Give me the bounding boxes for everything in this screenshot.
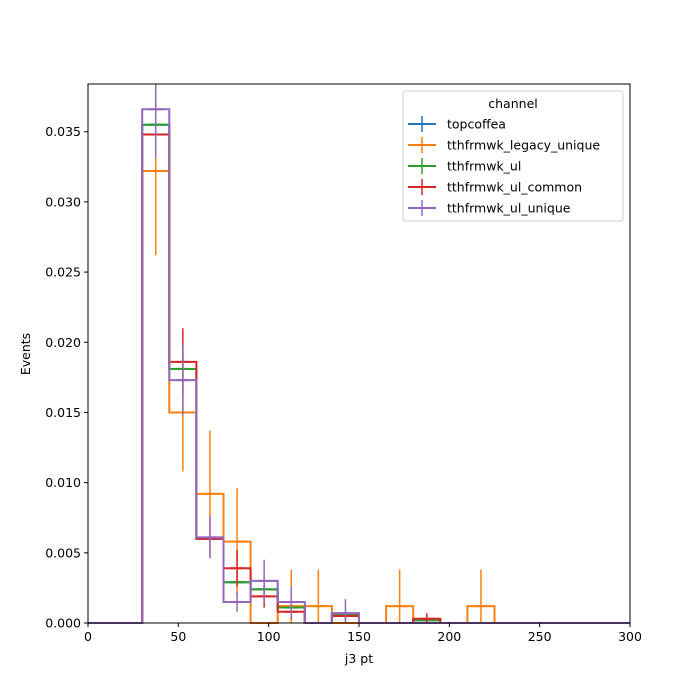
legend-label: topcoffea xyxy=(447,117,506,132)
y-axis-label: Events xyxy=(18,333,33,375)
plot-frame xyxy=(87,83,631,624)
x-axis-label: j3 pt xyxy=(344,651,373,666)
legend-label: tthfrmwk_ul xyxy=(447,159,521,174)
x-tick-label: 300 xyxy=(618,629,642,644)
legend: channel topcoffeatthfrmwk_legacy_uniquet… xyxy=(402,90,624,222)
legend-entry: tthfrmwk_ul_unique xyxy=(408,200,571,216)
legend-label: tthfrmwk_ul_common xyxy=(447,180,582,195)
legend-entry: tthfrmwk_legacy_unique xyxy=(408,137,600,153)
y-tick-label: 0.010 xyxy=(45,475,81,490)
y-tick-label: 0.015 xyxy=(45,405,81,420)
x-tick-label: 100 xyxy=(257,629,281,644)
y-tick-label: 0.025 xyxy=(45,265,81,280)
y-tick-label: 0.005 xyxy=(45,545,81,560)
legend-label: tthfrmwk_legacy_unique xyxy=(447,138,600,153)
y-tick-label: 0.035 xyxy=(45,124,81,139)
x-tick-label: 50 xyxy=(170,629,186,644)
x-tick-label: 0 xyxy=(84,629,92,644)
legend-entries: topcoffea tthfrmwk_legacy_unique tthfrmwk_… xyxy=(408,116,600,216)
x-tick-label: 250 xyxy=(528,629,552,644)
axes-layer: 0 50 100 150 200 250 300 0.000 0.005 0.010 0.015 0.… xyxy=(45,124,642,644)
legend-frame xyxy=(402,90,624,222)
legend-entry: tthfrmwk_ul_common xyxy=(408,179,582,195)
legend-title: channel xyxy=(488,96,537,111)
legend-entry: tthfrmwk_ul xyxy=(408,158,521,174)
y-tick-label: 0.030 xyxy=(45,194,81,209)
x-tick-label: 200 xyxy=(437,629,461,644)
y-tick-label: 0.000 xyxy=(45,616,81,631)
x-tick-label: 150 xyxy=(347,629,371,644)
legend-label: tthfrmwk_ul_unique xyxy=(447,201,571,216)
legend-entry: topcoffea xyxy=(408,116,506,132)
y-tick-label: 0.020 xyxy=(45,335,81,350)
